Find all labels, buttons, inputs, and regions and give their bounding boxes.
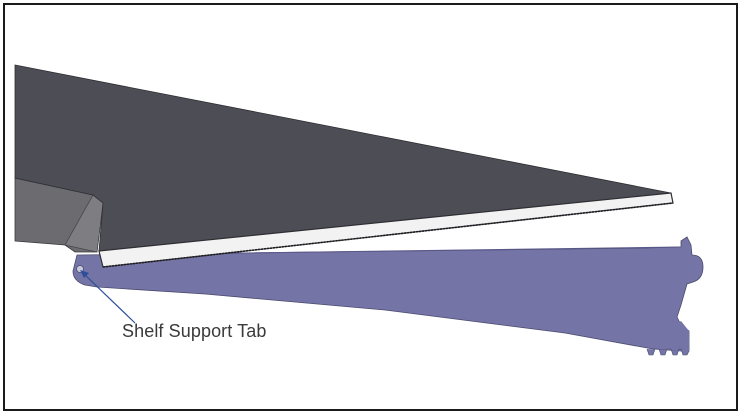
callout [80, 270, 136, 324]
bracket-teeth [646, 348, 690, 356]
callout-label-shelf-support-tab: Shelf Support Tab [122, 321, 267, 341]
shelf-edge-underline [102, 202, 674, 268]
bracket-body [72, 236, 704, 352]
shelf-assembly-illustration [14, 64, 704, 356]
bracket-notch [657, 321, 689, 351]
shelf-bracket [72, 236, 704, 356]
shelf-panel [14, 64, 674, 268]
callout-arrowhead [80, 270, 89, 278]
shelf-top-surface [14, 64, 672, 252]
callout-leader-line [82, 272, 136, 324]
figure-frame: Shelf Support Tab [3, 3, 738, 411]
